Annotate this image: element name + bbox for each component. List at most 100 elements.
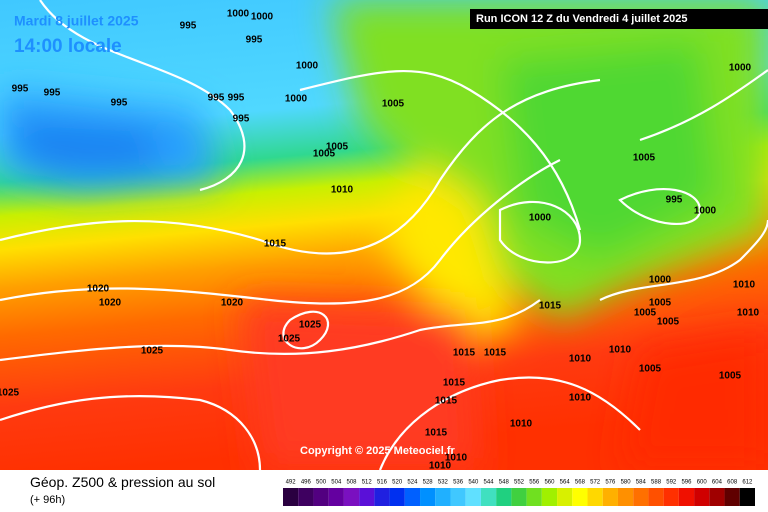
colorbar-swatch [633, 488, 649, 506]
colorbar-label: 608 [727, 480, 738, 486]
isobar-label: 995 [180, 21, 197, 32]
colorbar-label: 560 [544, 480, 555, 486]
isobar-label: 995 [208, 93, 225, 104]
isobar-label: 1015 [435, 396, 458, 407]
colorbar-label: 496 [301, 480, 312, 486]
colorbar-swatch [450, 488, 466, 506]
colorbar-swatch [511, 488, 527, 506]
colorbar-swatch [374, 488, 390, 506]
isobar-label: 1005 [382, 99, 405, 110]
isobar-label: 1010 [445, 453, 468, 464]
colorbar-swatch [602, 488, 618, 506]
isobar-label: 1010 [737, 308, 760, 319]
isobar-label: 995 [666, 195, 683, 206]
colorbar-swatch [572, 488, 588, 506]
colorbar-label: 520 [392, 480, 403, 486]
isobar-label: 1000 [285, 94, 308, 105]
isobar-label: 1010 [429, 461, 452, 470]
isobar-label: 1015 [425, 428, 448, 439]
colorbar-label: 544 [484, 480, 495, 486]
isobar-label: 1010 [510, 419, 533, 430]
copyright: Copyright © 2025 Meteociel.fr [300, 445, 456, 457]
valid-date: Mardi 8 juillet 2025 [14, 13, 139, 29]
colorbar-label: 572 [590, 480, 601, 486]
isobar-label: 1005 [657, 317, 680, 328]
colorbar-swatch [587, 488, 603, 506]
colorbar-swatch [283, 488, 299, 506]
colorbar-label: 548 [499, 480, 510, 486]
colorbar: 492 496 500 504 508 512 516 520 524 528 532 536 540 5… [283, 480, 755, 506]
isobar-label: 1025 [278, 334, 301, 345]
isobar-label: 995 [233, 114, 250, 125]
colorbar-swatch [739, 488, 755, 506]
colorbar-label: 512 [362, 480, 373, 486]
isobar-label: 1015 [484, 348, 507, 359]
colorbar-swatch [435, 488, 451, 506]
isobar-label: 1005 [719, 371, 742, 382]
colorbar-swatch [313, 488, 329, 506]
colorbar-label: 584 [636, 480, 647, 486]
colorbar-label: 508 [347, 480, 358, 486]
colorbar-label: 592 [666, 480, 677, 486]
isobar-label: 1005 [313, 149, 336, 160]
colorbar-label: 600 [697, 480, 708, 486]
isobar-label: 1010 [733, 280, 756, 291]
isobar-label: 1025 [141, 346, 164, 357]
isobar-label: 1020 [87, 284, 110, 295]
colorbar-label: 492 [286, 480, 297, 486]
colorbar-label: 500 [316, 480, 327, 486]
isobar-label: 1000 [694, 206, 717, 217]
isobar-label: 1000 [529, 213, 552, 224]
lead-time: (+ 96h) [30, 494, 66, 506]
colorbar-swatch [465, 488, 481, 506]
isobar-label: 1010 [569, 354, 592, 365]
colorbar-label: 528 [423, 480, 434, 486]
colorbar-swatch [663, 488, 679, 506]
isobar-label: 1000 [649, 275, 672, 286]
colorbar-swatch [541, 488, 558, 506]
field-shading [0, 0, 768, 470]
local-time: 14:00 locale [14, 36, 122, 57]
isobars [0, 0, 768, 470]
isobar-label: 1010 [569, 393, 592, 404]
colorbar-swatch [526, 488, 542, 506]
colorbar-swatch [298, 488, 314, 506]
isobar-label: 1020 [221, 298, 244, 309]
isobar-label: 995 [44, 88, 61, 99]
isobar-label: 995 [111, 98, 128, 109]
colorbar-label: 540 [468, 480, 479, 486]
isobar-label: 1015 [264, 239, 287, 250]
colorbar-swatch [359, 488, 375, 506]
colorbar-label: 536 [453, 480, 464, 486]
isobar-label: 1005 [649, 298, 672, 309]
colorbar-label: 504 [331, 480, 342, 486]
isobar-label: 1005 [634, 308, 657, 319]
colorbar-swatch [724, 488, 740, 506]
colorbar-swatch [343, 488, 360, 506]
isobar-label: 1015 [443, 378, 466, 389]
colorbar-swatch [420, 488, 436, 506]
colorbar-swatch [648, 488, 664, 506]
isobar-label: 995 [246, 35, 263, 46]
colorbar-swatch [694, 488, 710, 506]
isobar-label: 1015 [539, 301, 562, 312]
colorbar-label: 524 [407, 480, 418, 486]
colorbar-label: 612 [742, 480, 753, 486]
colorbar-swatch [496, 488, 512, 506]
colorbar-label: 532 [438, 480, 449, 486]
colorbar-swatch [617, 488, 634, 506]
footer-title: Géop. Z500 & pression au sol [30, 474, 216, 490]
colorbar-label: 564 [560, 480, 571, 486]
isobar-label: 995 [12, 84, 29, 95]
isobar-label: 1005 [633, 153, 656, 164]
isobar-label: 1000 [227, 9, 250, 20]
isobar-label: 1025 [0, 388, 20, 399]
isobar-label: 1000 [296, 61, 319, 72]
colorbar-swatch [709, 488, 725, 506]
colorbar-label: 556 [529, 480, 540, 486]
isobar-label: 1025 [299, 320, 322, 331]
isobar-label: 1000 [251, 12, 274, 23]
